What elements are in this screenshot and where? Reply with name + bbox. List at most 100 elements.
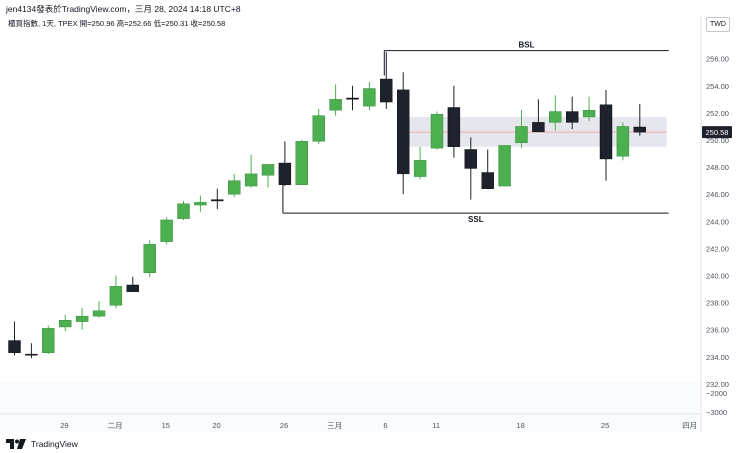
candle[interactable] bbox=[25, 343, 38, 359]
x-tick-label: 29 bbox=[60, 421, 68, 430]
y-tick-label: 240.00 bbox=[706, 272, 729, 281]
y-tick-label: −3000 bbox=[706, 408, 727, 417]
candle[interactable] bbox=[413, 146, 427, 180]
y-tick-label: 242.00 bbox=[706, 244, 729, 253]
candle[interactable] bbox=[599, 89, 613, 181]
x-tick-label: 三月 bbox=[327, 421, 342, 430]
candle[interactable] bbox=[430, 111, 444, 150]
candle-body bbox=[582, 109, 596, 118]
candle[interactable] bbox=[363, 81, 376, 111]
x-axis[interactable]: 29 二月 15 20 26 三月 6 11 18 25 四月 bbox=[60, 421, 697, 430]
candle-body bbox=[177, 203, 190, 219]
candle[interactable] bbox=[616, 122, 630, 161]
candle[interactable] bbox=[8, 321, 21, 356]
currency-button[interactable]: TWD bbox=[706, 17, 730, 32]
candle[interactable] bbox=[278, 141, 292, 187]
open-label: 開= bbox=[79, 19, 92, 28]
x-tick-label: 15 bbox=[162, 421, 170, 430]
candle-body bbox=[59, 320, 72, 328]
candle[interactable] bbox=[160, 217, 173, 245]
candle-body bbox=[143, 244, 156, 273]
x-tick-label: 四月 bbox=[682, 421, 697, 430]
candle-body bbox=[549, 111, 562, 123]
candle[interactable] bbox=[244, 154, 258, 188]
candle-body bbox=[329, 99, 342, 111]
candle-body bbox=[532, 122, 545, 133]
candle[interactable] bbox=[75, 308, 89, 330]
tradingview-brand[interactable]: TradingView bbox=[6, 439, 78, 449]
candle-body bbox=[25, 353, 38, 356]
symbol-legend: 櫃買指數, 1天, TPEX 開=250.96 高=252.66 低=250.3… bbox=[8, 18, 225, 29]
candle-body bbox=[616, 126, 630, 157]
candle-body bbox=[8, 340, 21, 353]
candle-body bbox=[380, 78, 393, 103]
x-tick-label: 26 bbox=[280, 421, 288, 430]
candle-body bbox=[194, 202, 207, 206]
candle-body bbox=[126, 284, 140, 292]
x-tick-label: 11 bbox=[432, 421, 440, 430]
candle-body bbox=[227, 180, 241, 195]
candle[interactable] bbox=[532, 99, 545, 133]
candle[interactable] bbox=[126, 276, 140, 292]
candle[interactable] bbox=[380, 51, 393, 109]
annotations-layer: BSL SSL bbox=[282, 41, 669, 224]
y-tick-label: 256.00 bbox=[706, 55, 729, 64]
candle[interactable] bbox=[59, 314, 72, 332]
high-value: 252.66 bbox=[128, 19, 152, 28]
candle[interactable] bbox=[92, 301, 106, 318]
x-tick-label: 18 bbox=[517, 421, 525, 430]
y-tick-label: 238.00 bbox=[706, 299, 729, 308]
liquidity-label-bsl: BSL bbox=[519, 41, 535, 50]
x-axis-band bbox=[0, 382, 701, 432]
y-tick-label: 246.00 bbox=[706, 190, 729, 199]
candle-body bbox=[633, 126, 646, 133]
candle-body bbox=[515, 126, 528, 143]
candle-body bbox=[312, 115, 325, 142]
low-label: 低= bbox=[153, 19, 166, 28]
candle[interactable] bbox=[194, 195, 207, 212]
candle-body bbox=[447, 107, 461, 147]
high-label: 高= bbox=[116, 19, 129, 28]
candle[interactable] bbox=[464, 137, 477, 200]
candle[interactable] bbox=[261, 164, 275, 188]
candle[interactable] bbox=[42, 325, 55, 355]
symbol-info: 櫃買指數, 1天, TPEX bbox=[8, 19, 78, 28]
candle[interactable] bbox=[109, 275, 123, 309]
candle[interactable] bbox=[295, 140, 308, 185]
candle[interactable] bbox=[211, 188, 224, 210]
y-tick-label: 236.00 bbox=[706, 326, 729, 335]
candle[interactable] bbox=[582, 96, 596, 122]
candle-body bbox=[498, 145, 511, 187]
candle[interactable] bbox=[515, 110, 528, 149]
candle[interactable] bbox=[227, 173, 241, 197]
candle[interactable] bbox=[549, 95, 562, 131]
candle[interactable] bbox=[329, 84, 342, 116]
low-value: 250.31 bbox=[165, 19, 189, 28]
x-tick-label: 6 bbox=[383, 421, 387, 430]
candle[interactable] bbox=[566, 96, 579, 130]
y-tick-label: 250.00 bbox=[706, 136, 729, 145]
last-price-label: 250.58 bbox=[706, 128, 729, 137]
brand-name: TradingView bbox=[31, 439, 78, 449]
last-price-badge bbox=[702, 126, 732, 139]
publish-line: jen4134發表於TradingView.com，三月 28, 2024 14… bbox=[6, 4, 241, 14]
candle[interactable] bbox=[312, 108, 325, 145]
candle[interactable] bbox=[346, 85, 359, 111]
plot-area bbox=[0, 16, 701, 432]
close-label: 收= bbox=[190, 19, 203, 28]
candle-body bbox=[464, 149, 477, 169]
candle-body bbox=[397, 89, 410, 175]
y-tick-label: 232.00 bbox=[706, 380, 729, 389]
y-tick-label: 244.00 bbox=[706, 217, 729, 226]
y-axis[interactable]: 256.00 254.00 252.00 250.00 248.00 246.00 244.… bbox=[706, 55, 729, 417]
candle[interactable] bbox=[177, 200, 190, 220]
candle[interactable] bbox=[498, 145, 511, 187]
candle[interactable] bbox=[633, 103, 646, 136]
candle[interactable] bbox=[143, 240, 156, 277]
candle-body bbox=[295, 141, 308, 185]
candle[interactable] bbox=[447, 85, 461, 158]
candle[interactable] bbox=[481, 149, 494, 189]
y-tick-label: 234.00 bbox=[706, 353, 729, 362]
candle[interactable] bbox=[397, 72, 410, 195]
